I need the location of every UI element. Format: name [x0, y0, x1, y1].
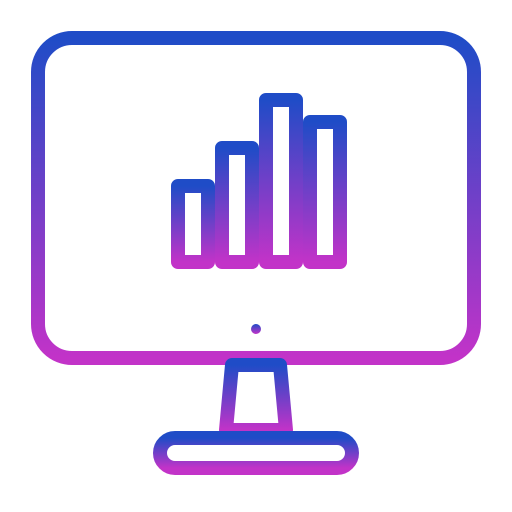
- monitor-stand: [226, 365, 286, 430]
- chart-bar-2: [222, 148, 252, 262]
- monitor-analytics-icon: [0, 0, 512, 512]
- monitor-base: [160, 438, 352, 468]
- chart-bar-1: [178, 186, 208, 262]
- home-button-icon: [251, 324, 261, 334]
- chart-bar-3: [266, 100, 296, 262]
- chart-bar-4: [310, 122, 340, 262]
